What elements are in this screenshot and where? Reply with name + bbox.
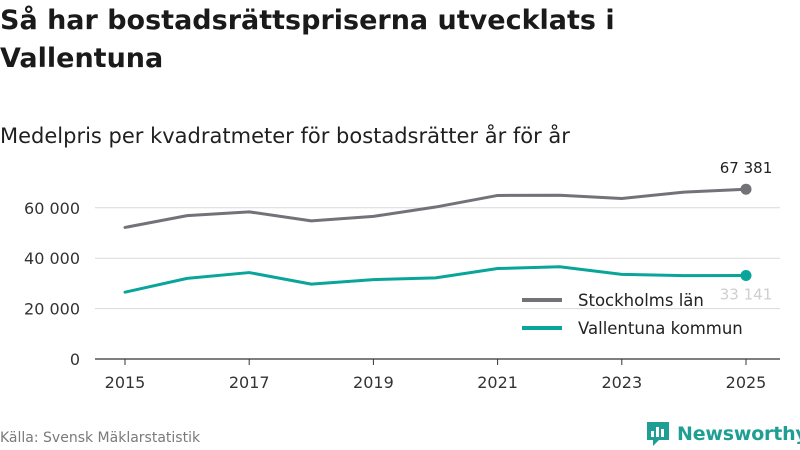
newsworthy-logo-icon [647,422,669,446]
x-tick-label: 2019 [353,373,394,392]
end-value-label: 67 381 [720,159,773,177]
series-end-point [740,183,752,195]
y-tick-label: 20 000 [24,300,80,319]
legend: Stockholms län Vallentuna kommun [522,291,743,338]
series-line [123,265,748,294]
x-tick-label: 2017 [229,373,270,392]
y-tick-label: 40 000 [24,249,80,268]
x-tick-label: 2021 [477,373,518,392]
chart-subtitle: Medelpris per kvadratmeter för bostadsrä… [0,124,570,148]
y-axis-ticks: 0 20 000 40 000 60 000 [24,199,80,369]
source-note: Källa: Svensk Mäklarstatistik [0,430,201,446]
end-value-label: 33 141 [720,285,773,303]
brand-logo: Newsworthy [645,420,800,448]
x-tick-label: 2025 [726,373,767,392]
series-end-point [740,269,752,281]
x-axis-ticks: 2015 2017 2019 2021 2023 2025 [105,359,767,392]
y-tick-label: 60 000 [24,199,80,218]
x-tick-label: 2015 [105,373,146,392]
x-tick-label: 2023 [601,373,642,392]
end-labels: 67 381 33 141 [720,159,773,303]
series-lines [123,183,752,294]
brand-name: Newsworthy [677,423,800,445]
chart-title: Så har bostadsrättspriserna utvecklats i… [0,5,615,74]
legend-label: Stockholms län [578,291,704,310]
series-line [123,187,748,229]
legend-label: Vallentuna kommun [578,319,743,338]
y-tick-label: 0 [70,350,80,369]
